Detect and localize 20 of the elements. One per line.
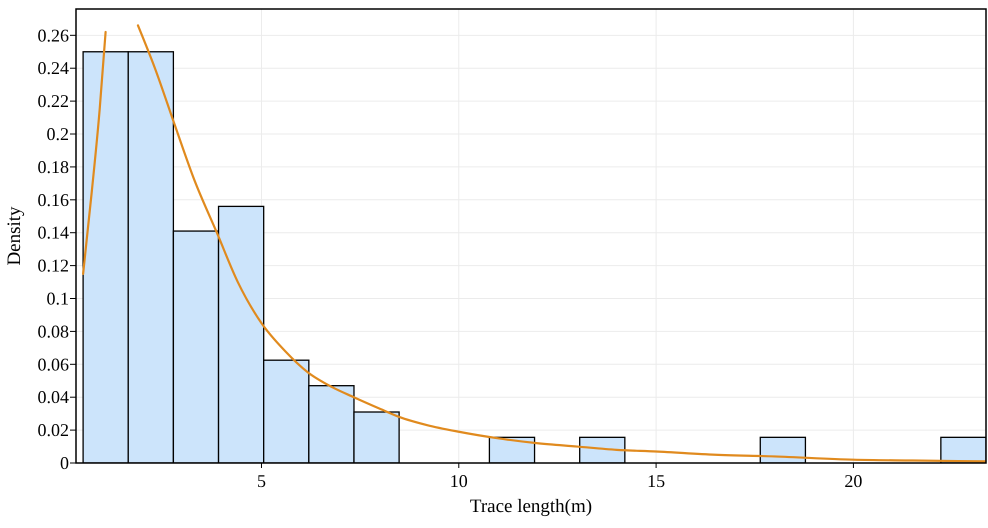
x-tick-label: 20 bbox=[844, 471, 862, 491]
x-tick-label: 15 bbox=[647, 471, 666, 491]
y-tick-label: 0.26 bbox=[38, 25, 69, 46]
y-tick-label: 0.16 bbox=[38, 190, 69, 210]
y-tick-label: 0.14 bbox=[38, 222, 69, 243]
y-tick-label: 0.04 bbox=[38, 387, 69, 408]
y-tick-label: 0.06 bbox=[38, 354, 69, 374]
y-tick-label: 0.12 bbox=[38, 256, 69, 276]
y-tick-label: 0.18 bbox=[38, 156, 69, 177]
x-axis-title: Trace length(m) bbox=[470, 496, 592, 517]
y-tick-label: 0.08 bbox=[38, 321, 69, 342]
y-tick-label: 0.24 bbox=[38, 58, 69, 78]
y-tick-label: 0.22 bbox=[38, 91, 69, 112]
y-tick-label: 0 bbox=[60, 453, 69, 473]
y-tick-label: 0.02 bbox=[38, 420, 69, 440]
y-axis-title: Density bbox=[4, 206, 25, 266]
x-tick-label: 5 bbox=[256, 471, 266, 491]
x-tick-label: 10 bbox=[450, 471, 468, 491]
y-tick-label: 0.1 bbox=[46, 288, 69, 309]
y-tick-label: 0.2 bbox=[46, 124, 69, 144]
